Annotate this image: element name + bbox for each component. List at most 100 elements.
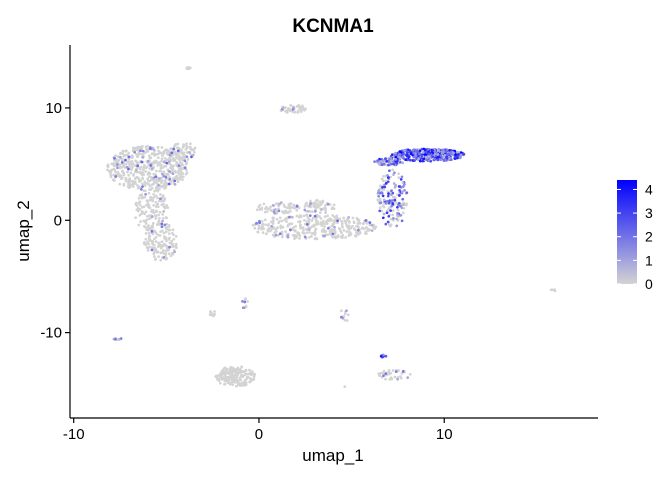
- data-point: [336, 219, 339, 222]
- data-point: [243, 301, 246, 304]
- data-point: [382, 216, 385, 219]
- data-point: [306, 223, 309, 226]
- data-point: [159, 197, 162, 200]
- data-point: [134, 216, 137, 219]
- legend-label: 1: [645, 252, 653, 268]
- data-point: [437, 158, 440, 161]
- data-point: [172, 253, 175, 256]
- data-point: [151, 230, 154, 233]
- data-point: [382, 160, 385, 163]
- data-point: [185, 173, 188, 176]
- data-point: [161, 154, 164, 157]
- data-point: [257, 227, 260, 230]
- data-point: [298, 105, 301, 108]
- data-point: [285, 110, 288, 113]
- data-point: [165, 176, 168, 179]
- data-point: [150, 179, 153, 182]
- data-point: [344, 221, 347, 224]
- data-point: [309, 214, 312, 217]
- data-point: [332, 233, 335, 236]
- data-point: [419, 160, 422, 163]
- data-point: [231, 370, 234, 373]
- data-point: [245, 369, 248, 372]
- data-point: [395, 225, 398, 228]
- data-point: [387, 180, 390, 183]
- data-point: [245, 383, 248, 386]
- data-point: [150, 157, 153, 160]
- data-point: [401, 190, 404, 193]
- data-point: [213, 310, 216, 313]
- data-point: [180, 151, 183, 154]
- data-point: [214, 375, 217, 378]
- data-point: [162, 232, 165, 235]
- data-point: [151, 167, 154, 170]
- data-point: [222, 368, 225, 371]
- points-layer: [106, 66, 556, 388]
- data-point: [288, 216, 291, 219]
- data-point: [226, 377, 229, 380]
- data-point: [162, 217, 165, 220]
- data-point: [304, 205, 307, 208]
- data-point: [412, 156, 415, 159]
- data-point: [172, 157, 175, 160]
- data-point: [106, 168, 109, 171]
- data-point: [167, 150, 170, 153]
- data-point: [136, 204, 139, 207]
- data-point: [397, 156, 400, 159]
- data-point: [421, 154, 424, 157]
- data-point: [123, 184, 126, 187]
- data-point: [114, 338, 117, 341]
- data-point: [264, 211, 267, 214]
- data-point: [241, 370, 244, 373]
- data-point: [378, 374, 381, 377]
- data-point: [340, 231, 343, 234]
- data-point: [304, 203, 307, 206]
- data-point: [397, 172, 400, 175]
- data-point: [129, 172, 132, 175]
- data-point: [289, 210, 292, 213]
- data-point: [403, 149, 406, 152]
- data-point: [157, 242, 160, 245]
- x-axis-title: umap_1: [302, 446, 363, 465]
- data-point: [303, 214, 306, 217]
- data-point: [172, 229, 175, 232]
- data-point: [136, 161, 139, 164]
- data-point: [291, 216, 294, 219]
- data-point: [142, 150, 145, 153]
- data-point: [182, 143, 185, 146]
- data-point: [390, 189, 393, 192]
- data-point: [182, 172, 185, 175]
- data-point: [405, 191, 408, 194]
- data-point: [376, 159, 379, 162]
- data-point: [225, 370, 228, 373]
- data-point: [554, 290, 557, 293]
- data-point: [147, 179, 150, 182]
- data-point: [391, 169, 394, 172]
- data-point: [135, 202, 138, 205]
- data-point: [209, 311, 212, 314]
- data-point: [353, 228, 356, 231]
- data-point: [388, 169, 391, 172]
- data-point: [245, 373, 248, 376]
- data-point: [168, 232, 171, 235]
- data-point: [281, 220, 284, 223]
- data-point: [388, 224, 391, 227]
- data-point: [388, 161, 391, 164]
- data-point: [162, 175, 165, 178]
- data-point: [324, 215, 327, 218]
- data-point: [296, 215, 299, 218]
- data-point: [402, 203, 405, 206]
- data-point: [140, 161, 143, 164]
- data-point: [175, 243, 178, 246]
- data-point: [311, 232, 314, 235]
- data-point: [380, 355, 383, 358]
- data-point: [168, 170, 171, 173]
- data-point: [148, 214, 151, 217]
- data-point: [168, 246, 171, 249]
- data-point: [395, 160, 398, 163]
- data-point: [127, 182, 130, 185]
- data-point: [119, 156, 122, 159]
- data-point: [153, 247, 156, 250]
- data-point: [392, 217, 395, 220]
